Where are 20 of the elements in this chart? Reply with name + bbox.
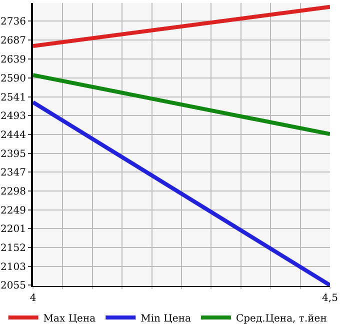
y-tick-label: 2541 [0, 92, 26, 104]
y-tick-label: 2639 [0, 54, 26, 66]
y-tick-label: 2590 [0, 73, 26, 84]
y-tick-label: 2055 [0, 280, 26, 292]
y-tick-label: 2687 [0, 36, 26, 47]
y-tick-label: 2444 [0, 130, 26, 141]
y-tick-label: 2103 [0, 262, 26, 274]
legend-label: Сред.Цена, т.йен [236, 313, 328, 324]
x-tick-label: 4,5 [322, 293, 338, 304]
x-tick-label: 4 [30, 293, 36, 304]
y-tick-label: 2493 [0, 110, 26, 122]
legend-label: Min Цена [140, 313, 191, 324]
y-tick-label: 2298 [0, 186, 26, 198]
y-tick-label: 2395 [0, 148, 26, 160]
y-tick-label: 2201 [0, 224, 26, 236]
y-tick-label: 2347 [0, 168, 26, 179]
legend-label: Max Цена [43, 313, 96, 324]
y-tick-label: 2736 [0, 16, 26, 28]
y-tick-label: 2249 [0, 206, 26, 217]
y-tick-label: 2152 [0, 243, 26, 254]
